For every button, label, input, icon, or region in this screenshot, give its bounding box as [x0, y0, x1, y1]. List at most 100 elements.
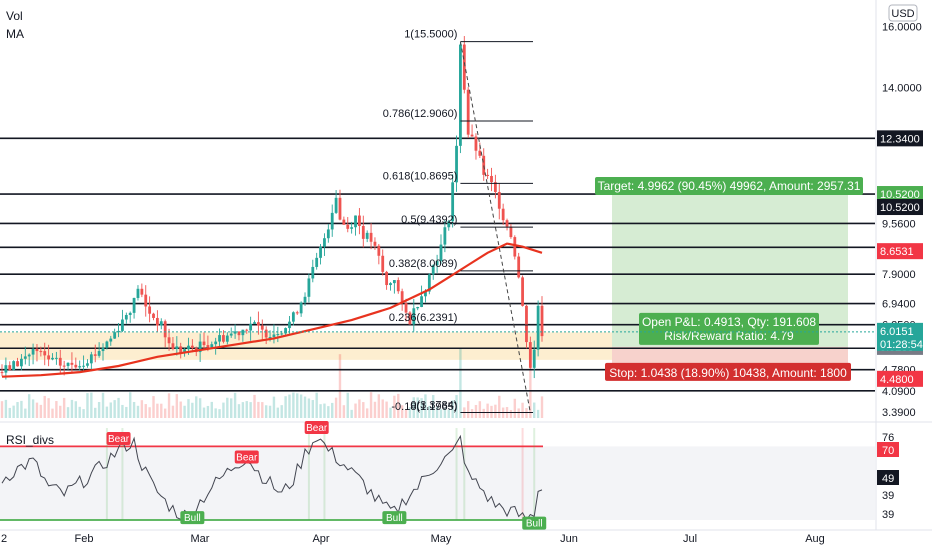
volume-bar	[222, 402, 225, 418]
stop-label: Stop: 1.0438 (18.90%) 10438, Amount: 180…	[609, 366, 847, 380]
volume-bar	[66, 407, 70, 418]
candle-body	[521, 277, 524, 306]
candle-body	[136, 288, 140, 298]
divergence-stripe	[455, 428, 458, 520]
divergence-label: Bull	[184, 513, 201, 524]
volume-bar	[358, 399, 361, 418]
candle	[0, 364, 4, 377]
candle-body	[369, 232, 373, 242]
candle-body	[474, 136, 478, 151]
volume-bar	[268, 405, 272, 418]
price-tick-label: 7.9000	[882, 269, 916, 281]
price-badge-label: 10.5200	[880, 189, 920, 201]
candle	[16, 357, 19, 367]
ma-legend[interactable]: MA	[6, 27, 24, 41]
candle	[295, 310, 299, 315]
volume-legend[interactable]: Vol	[6, 9, 23, 23]
volume-bar	[474, 404, 478, 418]
candle-body	[280, 333, 284, 335]
candle	[338, 189, 342, 221]
divergence-stripe	[533, 428, 536, 520]
candle	[525, 304, 528, 349]
candle	[89, 351, 93, 372]
candle-body	[4, 365, 8, 373]
candle	[58, 349, 62, 374]
volume-bar	[117, 397, 120, 418]
candle	[311, 259, 315, 283]
candle	[435, 254, 439, 273]
volume-bar	[424, 394, 427, 418]
volume-bar	[323, 403, 326, 418]
rsi-legend[interactable]: RSI_divs	[6, 433, 55, 447]
volume-bar	[272, 396, 276, 418]
fib-level-label: 0.5(9.4392)	[401, 214, 457, 226]
horizontal-levels	[0, 137, 875, 392]
candle	[408, 311, 412, 325]
candle	[23, 346, 27, 365]
divergence-label: Bull	[526, 519, 543, 530]
candle	[264, 326, 268, 345]
time-tick-label: May	[431, 533, 452, 545]
candle-body	[439, 244, 443, 261]
candle	[299, 301, 303, 317]
candle-body	[424, 291, 427, 297]
volume-bar	[171, 405, 175, 418]
candle-body	[51, 357, 54, 360]
volume-bar	[466, 401, 470, 418]
volume-bar	[365, 408, 369, 418]
candle-body	[408, 312, 412, 325]
candle-body	[288, 321, 291, 329]
volume-bar	[319, 404, 322, 418]
volume-bar	[362, 402, 365, 418]
candle-body	[443, 227, 447, 245]
candle-body	[171, 343, 175, 350]
divergence-label-box	[234, 450, 259, 464]
candle-body	[412, 308, 416, 325]
volume-bar	[198, 398, 202, 418]
candle-body	[0, 372, 4, 374]
volume-bar	[400, 405, 404, 418]
candle	[497, 183, 501, 220]
rsi-line	[1, 434, 543, 521]
rsi-tick-label: 70	[882, 445, 894, 457]
volume-bar	[113, 400, 116, 418]
divergence-label: Bull	[386, 513, 403, 524]
price-badge-label: 4.4800	[880, 374, 914, 386]
volume-bar	[284, 396, 287, 418]
candle	[330, 204, 334, 237]
candle-body	[82, 365, 85, 367]
candle	[128, 311, 132, 323]
volume-bar	[299, 394, 303, 418]
time-tick-label: Jun	[560, 533, 578, 545]
candle-body	[155, 317, 159, 326]
volume-bar	[288, 394, 291, 418]
volume-bar	[249, 402, 252, 418]
candle-body	[8, 365, 12, 370]
volume-bar	[148, 407, 151, 418]
candle-body	[385, 271, 389, 286]
candle-body	[517, 256, 521, 278]
candle-body	[447, 221, 451, 228]
candle	[155, 310, 159, 332]
volume-bar	[264, 405, 268, 418]
fib-level-label: 0.236(6.2391)	[389, 312, 458, 324]
candle-body	[466, 89, 470, 135]
candle-body	[361, 226, 365, 239]
candle-body	[27, 354, 31, 357]
price-tick-label: 16.0000	[882, 21, 922, 33]
candle-body	[416, 307, 420, 309]
candle	[93, 344, 97, 363]
candle-body	[124, 314, 128, 320]
volume-bar	[253, 394, 256, 418]
candle-body	[97, 351, 101, 356]
candle-body	[381, 255, 385, 272]
candle-body	[493, 182, 497, 192]
candle	[39, 346, 43, 357]
candle-body	[307, 278, 311, 297]
candle	[291, 311, 295, 326]
volume-bar	[202, 407, 206, 418]
candle-body	[264, 329, 268, 338]
volume-bar	[140, 400, 144, 418]
